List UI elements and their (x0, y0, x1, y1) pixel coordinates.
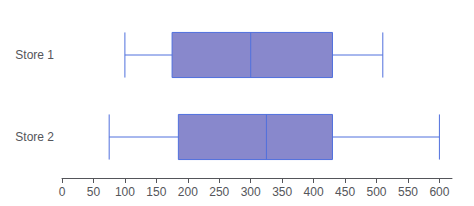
svg-text:150: 150 (146, 185, 166, 199)
svg-text:Store 2: Store 2 (15, 130, 54, 144)
svg-text:200: 200 (178, 185, 198, 199)
svg-text:600: 600 (429, 185, 449, 199)
svg-text:50: 50 (87, 185, 101, 199)
svg-text:450: 450 (335, 185, 355, 199)
svg-text:550: 550 (398, 185, 418, 199)
svg-text:300: 300 (241, 185, 261, 199)
svg-text:500: 500 (367, 185, 387, 199)
svg-text:Store 1: Store 1 (15, 48, 54, 62)
svg-text:400: 400 (304, 185, 324, 199)
svg-text:250: 250 (209, 185, 229, 199)
svg-text:350: 350 (272, 185, 292, 199)
svg-text:100: 100 (115, 185, 135, 199)
svg-text:0: 0 (59, 185, 66, 199)
